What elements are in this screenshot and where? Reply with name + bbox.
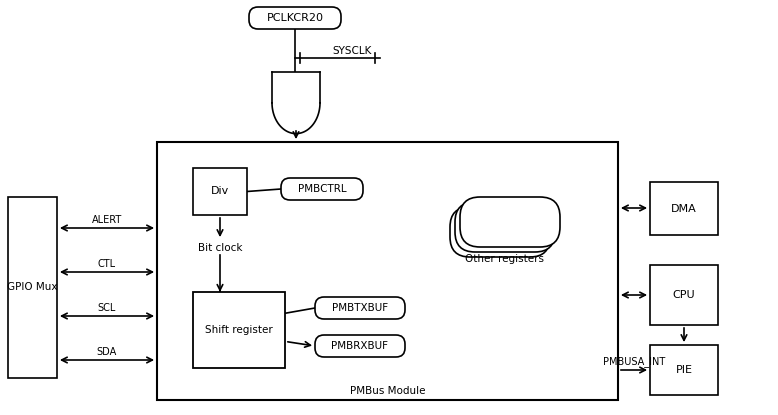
FancyBboxPatch shape xyxy=(249,7,341,29)
FancyBboxPatch shape xyxy=(460,197,560,247)
Text: CPU: CPU xyxy=(673,290,696,300)
FancyBboxPatch shape xyxy=(450,207,550,257)
Bar xyxy=(272,72,320,128)
Text: CTL: CTL xyxy=(98,259,116,269)
FancyBboxPatch shape xyxy=(315,335,405,357)
Text: Div: Div xyxy=(211,186,230,196)
Bar xyxy=(650,345,718,395)
Text: DMA: DMA xyxy=(671,203,697,213)
Text: PMBus Module: PMBus Module xyxy=(350,386,426,396)
Text: PIE: PIE xyxy=(675,365,692,375)
Bar xyxy=(8,197,57,378)
Text: GPIO Mux: GPIO Mux xyxy=(7,283,58,293)
Text: Shift register: Shift register xyxy=(205,325,273,335)
Bar xyxy=(157,142,618,400)
Text: ALERT: ALERT xyxy=(92,215,122,225)
Bar xyxy=(650,265,718,325)
Text: PMBUSA_INT: PMBUSA_INT xyxy=(603,356,665,367)
FancyBboxPatch shape xyxy=(281,178,363,200)
Text: PMBTXBUF: PMBTXBUF xyxy=(332,303,388,313)
Text: SYSCLK: SYSCLK xyxy=(333,46,372,56)
FancyBboxPatch shape xyxy=(315,297,405,319)
FancyBboxPatch shape xyxy=(455,202,555,252)
Text: Bit clock: Bit clock xyxy=(198,243,242,253)
Bar xyxy=(193,168,247,215)
Text: PCLKCR20: PCLKCR20 xyxy=(267,13,324,23)
Bar xyxy=(650,182,718,235)
Text: PMBRXBUF: PMBRXBUF xyxy=(331,341,388,351)
Text: Other registers: Other registers xyxy=(465,254,545,264)
Text: SCL: SCL xyxy=(98,303,116,313)
Bar xyxy=(193,292,285,368)
Text: SDA: SDA xyxy=(97,347,117,357)
Text: PMBCTRL: PMBCTRL xyxy=(298,184,346,194)
